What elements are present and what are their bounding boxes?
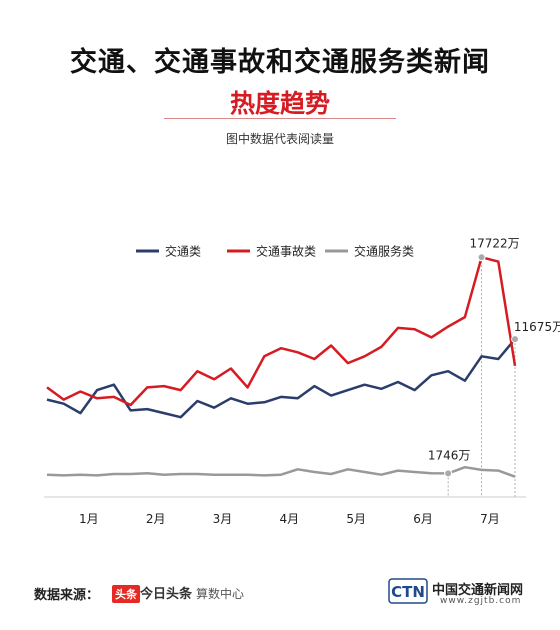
annotation-marker-0 (477, 253, 486, 262)
legend: 交通类 交通事故类 交通服务类 (136, 244, 414, 259)
annotation-marker-1 (511, 335, 519, 344)
x-tick-label: 3月 (213, 512, 233, 526)
toutiao-badge: 头条 (112, 585, 140, 603)
annotation-label-1: 11675万 (514, 320, 560, 334)
x-tick-label: 4月 (280, 512, 300, 526)
logo-site-name: 中国交通新闻网 (432, 583, 524, 598)
series-line-2 (46, 465, 516, 478)
chart-subtitle: 热度趋势 (229, 89, 330, 118)
chart-note: 图中数据代表阅读量 (225, 132, 334, 146)
title-divider (164, 118, 396, 119)
annotation-label-2: 1746万 (428, 448, 471, 462)
ctn-logo-icon: CTN (388, 578, 428, 604)
annotation-labels: 17722万 11675万 1746万 (428, 236, 560, 462)
x-tick-label: 6月 (413, 512, 433, 526)
x-tick-labels: 1月 2月 3月 4月 5月 6月 7月 (79, 512, 500, 526)
series-line-0 (46, 338, 516, 419)
legend-label-2: 交通服务类 (354, 244, 414, 259)
annotation-label-0: 17722万 (469, 236, 519, 250)
legend-label-0: 交通类 (165, 244, 201, 259)
x-tick-label: 2月 (146, 512, 166, 526)
legend-label-1: 交通事故类 (256, 244, 316, 259)
logo-site-url: www.zgjtb.com (440, 596, 522, 606)
x-tick-label: 1月 (79, 512, 99, 526)
x-tick-label: 7月 (480, 512, 500, 526)
series-line-1 (46, 256, 517, 407)
source-label: 数据来源： (34, 588, 100, 603)
ctn-logo-letters: CTN (391, 583, 425, 601)
series-lines (46, 256, 517, 478)
annotation-marker-2 (444, 469, 453, 478)
toutiao-brand: 今日头条 (140, 587, 193, 602)
x-tick-label: 5月 (346, 512, 366, 526)
chart-title: 交通、交通事故和交通服务类新闻 (70, 47, 490, 78)
toutiao-brand-suffix: 算数中心 (196, 587, 245, 601)
annotation-markers (444, 253, 519, 478)
